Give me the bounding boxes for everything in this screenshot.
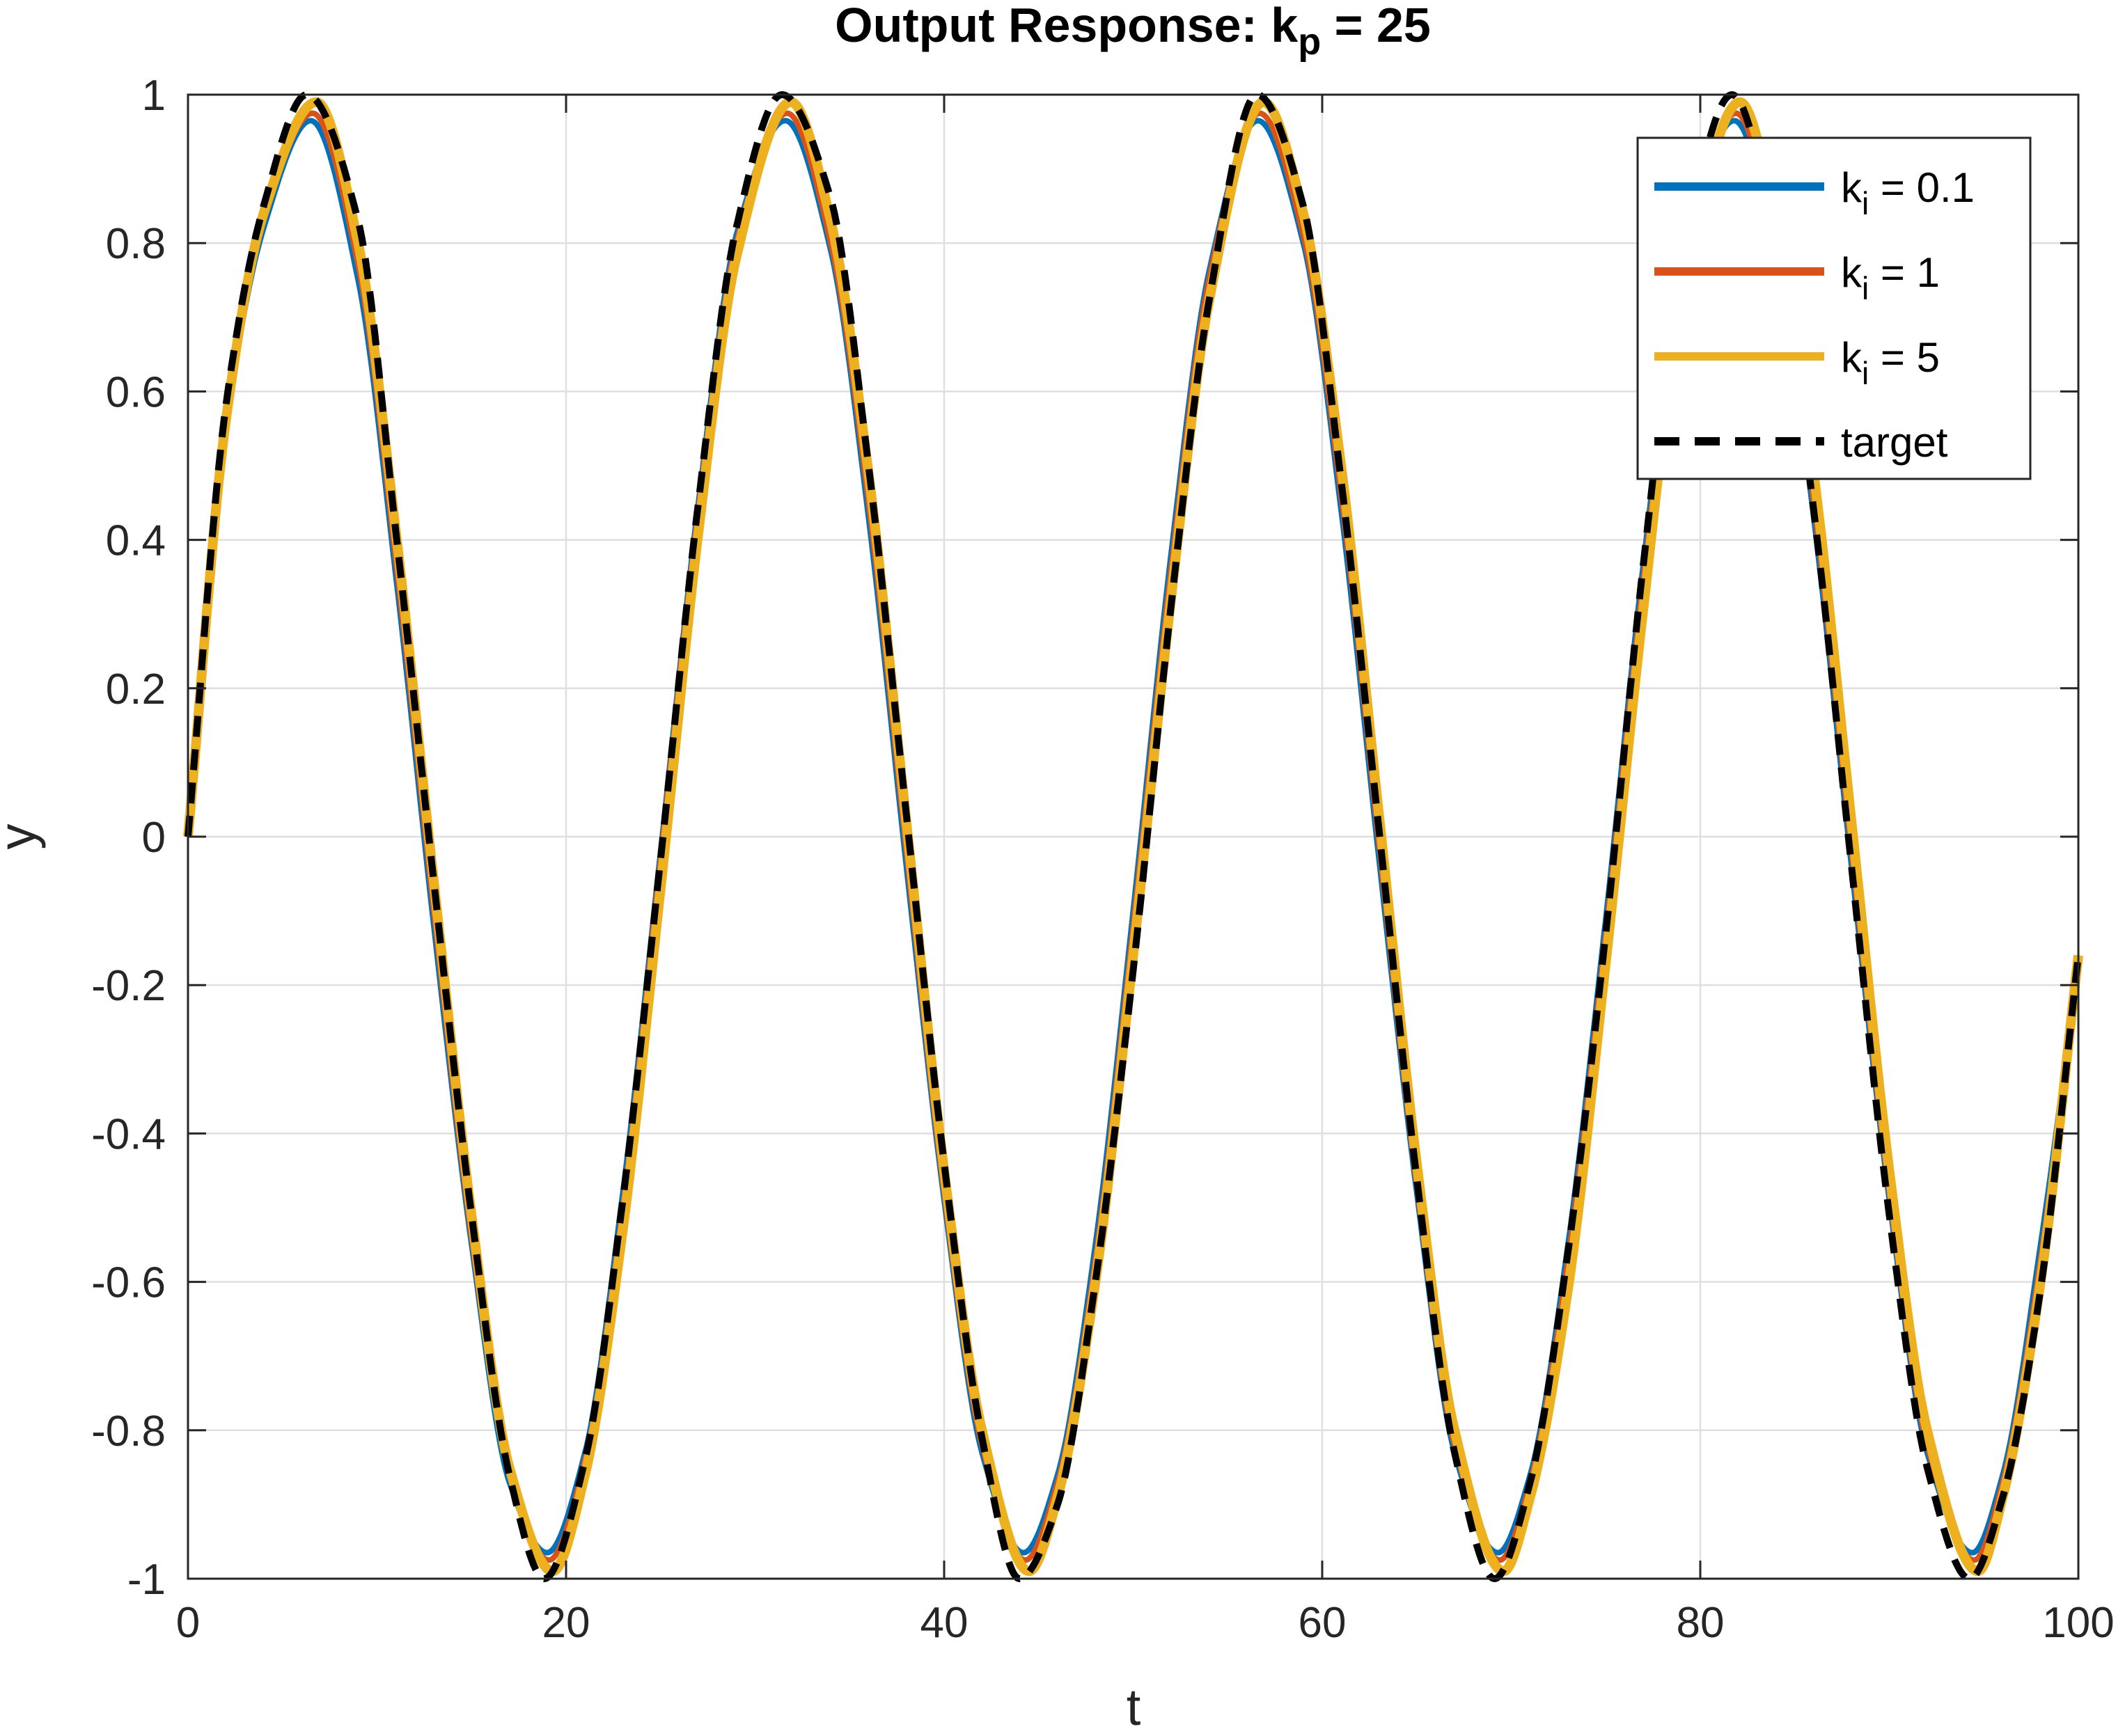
x-tick-label: 80 bbox=[1677, 1599, 1725, 1647]
x-tick-label: 100 bbox=[2042, 1599, 2114, 1647]
y-tick-label: -0.8 bbox=[91, 1407, 166, 1455]
y-axis-label: y bbox=[0, 824, 46, 850]
x-tick-label: 40 bbox=[920, 1599, 969, 1647]
legend-label-sub: i bbox=[1862, 185, 1869, 221]
axis-ticks bbox=[187, 93, 2080, 1580]
legend-label: ki = 0.1 bbox=[1841, 164, 1975, 221]
x-tick-label: 0 bbox=[176, 1599, 200, 1647]
legend-label-rest: = 0.1 bbox=[1869, 164, 1975, 211]
legend-label-main: k bbox=[1841, 334, 1863, 381]
y-tick-label: 1 bbox=[142, 72, 166, 120]
x-tick-label: 20 bbox=[542, 1599, 590, 1647]
legend-label: ki = 1 bbox=[1841, 249, 1940, 306]
legend-label-sub: i bbox=[1862, 270, 1869, 306]
legend-label-rest: = 1 bbox=[1869, 249, 1940, 296]
y-tick-label: 0.8 bbox=[106, 220, 166, 268]
legend-box bbox=[1636, 136, 2032, 480]
x-tick-label: 60 bbox=[1299, 1599, 1347, 1647]
legend-label-main: target bbox=[1841, 419, 1948, 466]
y-tick-label: 0 bbox=[142, 814, 166, 862]
chart-title-sub: p bbox=[1298, 21, 1321, 63]
chart-title: Output Response: kp = 25 bbox=[835, 0, 1431, 63]
y-tick-label: 0.4 bbox=[106, 517, 166, 565]
y-tick-label: -0.2 bbox=[91, 962, 166, 1010]
legend-label: target bbox=[1841, 419, 1948, 466]
chart-title-rest: = 25 bbox=[1321, 0, 1431, 52]
y-tick-label: -1 bbox=[127, 1556, 166, 1604]
legend-label-main: k bbox=[1841, 164, 1863, 211]
x-axis-label: t bbox=[1127, 1678, 1141, 1736]
legend-label: ki = 5 bbox=[1841, 334, 1940, 391]
y-tick-label: -0.4 bbox=[91, 1110, 166, 1158]
legend-label-rest: = 5 bbox=[1869, 334, 1940, 381]
chart-title-main: Output Response: k bbox=[835, 0, 1298, 52]
y-tick-label: 0.6 bbox=[106, 368, 166, 416]
y-tick-label: 0.2 bbox=[106, 665, 166, 713]
y-tick-label: -0.6 bbox=[91, 1259, 166, 1307]
legend-label-sub: i bbox=[1862, 355, 1869, 391]
legend-label-main: k bbox=[1841, 249, 1863, 296]
tick-labels: 0 20 40 60 80 100 -1 -0.8 -0.6 -0.4 -0.2 0 0.2 0.4 0.6… bbox=[91, 72, 2115, 1647]
